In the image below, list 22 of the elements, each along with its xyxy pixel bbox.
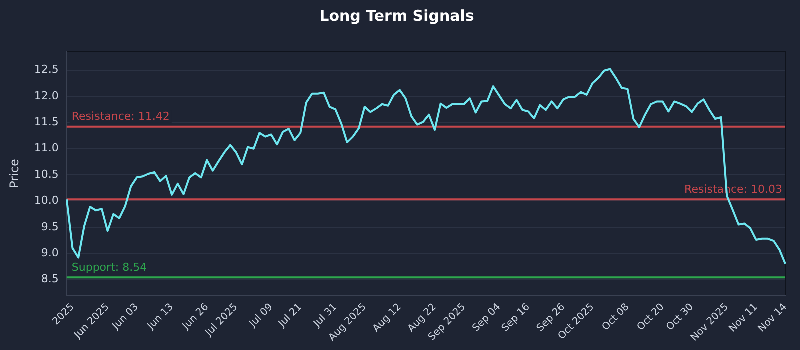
x-tick-label: Nov 14	[756, 302, 790, 335]
y-tick-label: 11.0	[34, 142, 59, 155]
chart-title: Long Term Signals	[320, 6, 474, 25]
y-axis-title: Price	[7, 159, 22, 188]
y-tick-label: 11.5	[34, 116, 59, 129]
ref-line-label: Resistance: 11.42	[72, 110, 170, 124]
x-tick-label: Oct 08	[600, 302, 632, 334]
y-tick-label: 10.5	[34, 168, 59, 181]
ref-line-label: Support: 8.54	[72, 261, 148, 274]
x-tick-label: Oct 30	[664, 302, 696, 334]
x-tick-label: Jul 21	[276, 302, 305, 330]
x-tick-label: Jul 09	[247, 302, 276, 330]
y-tick-label: 9.0	[41, 246, 59, 260]
x-tick-label: Jun 03	[110, 302, 141, 333]
y-tick-label: 12.0	[34, 89, 59, 102]
y-tick-label: 9.5	[41, 220, 59, 234]
x-tick-label: Jun 13	[145, 302, 176, 333]
x-tick-label: Oct 20	[636, 302, 667, 334]
y-tick-label: 8.5	[41, 272, 59, 286]
x-tick-label: Aug 12	[371, 302, 404, 335]
y-tick-label: 12.5	[34, 63, 59, 76]
y-tick-label: 10.0	[34, 194, 59, 208]
